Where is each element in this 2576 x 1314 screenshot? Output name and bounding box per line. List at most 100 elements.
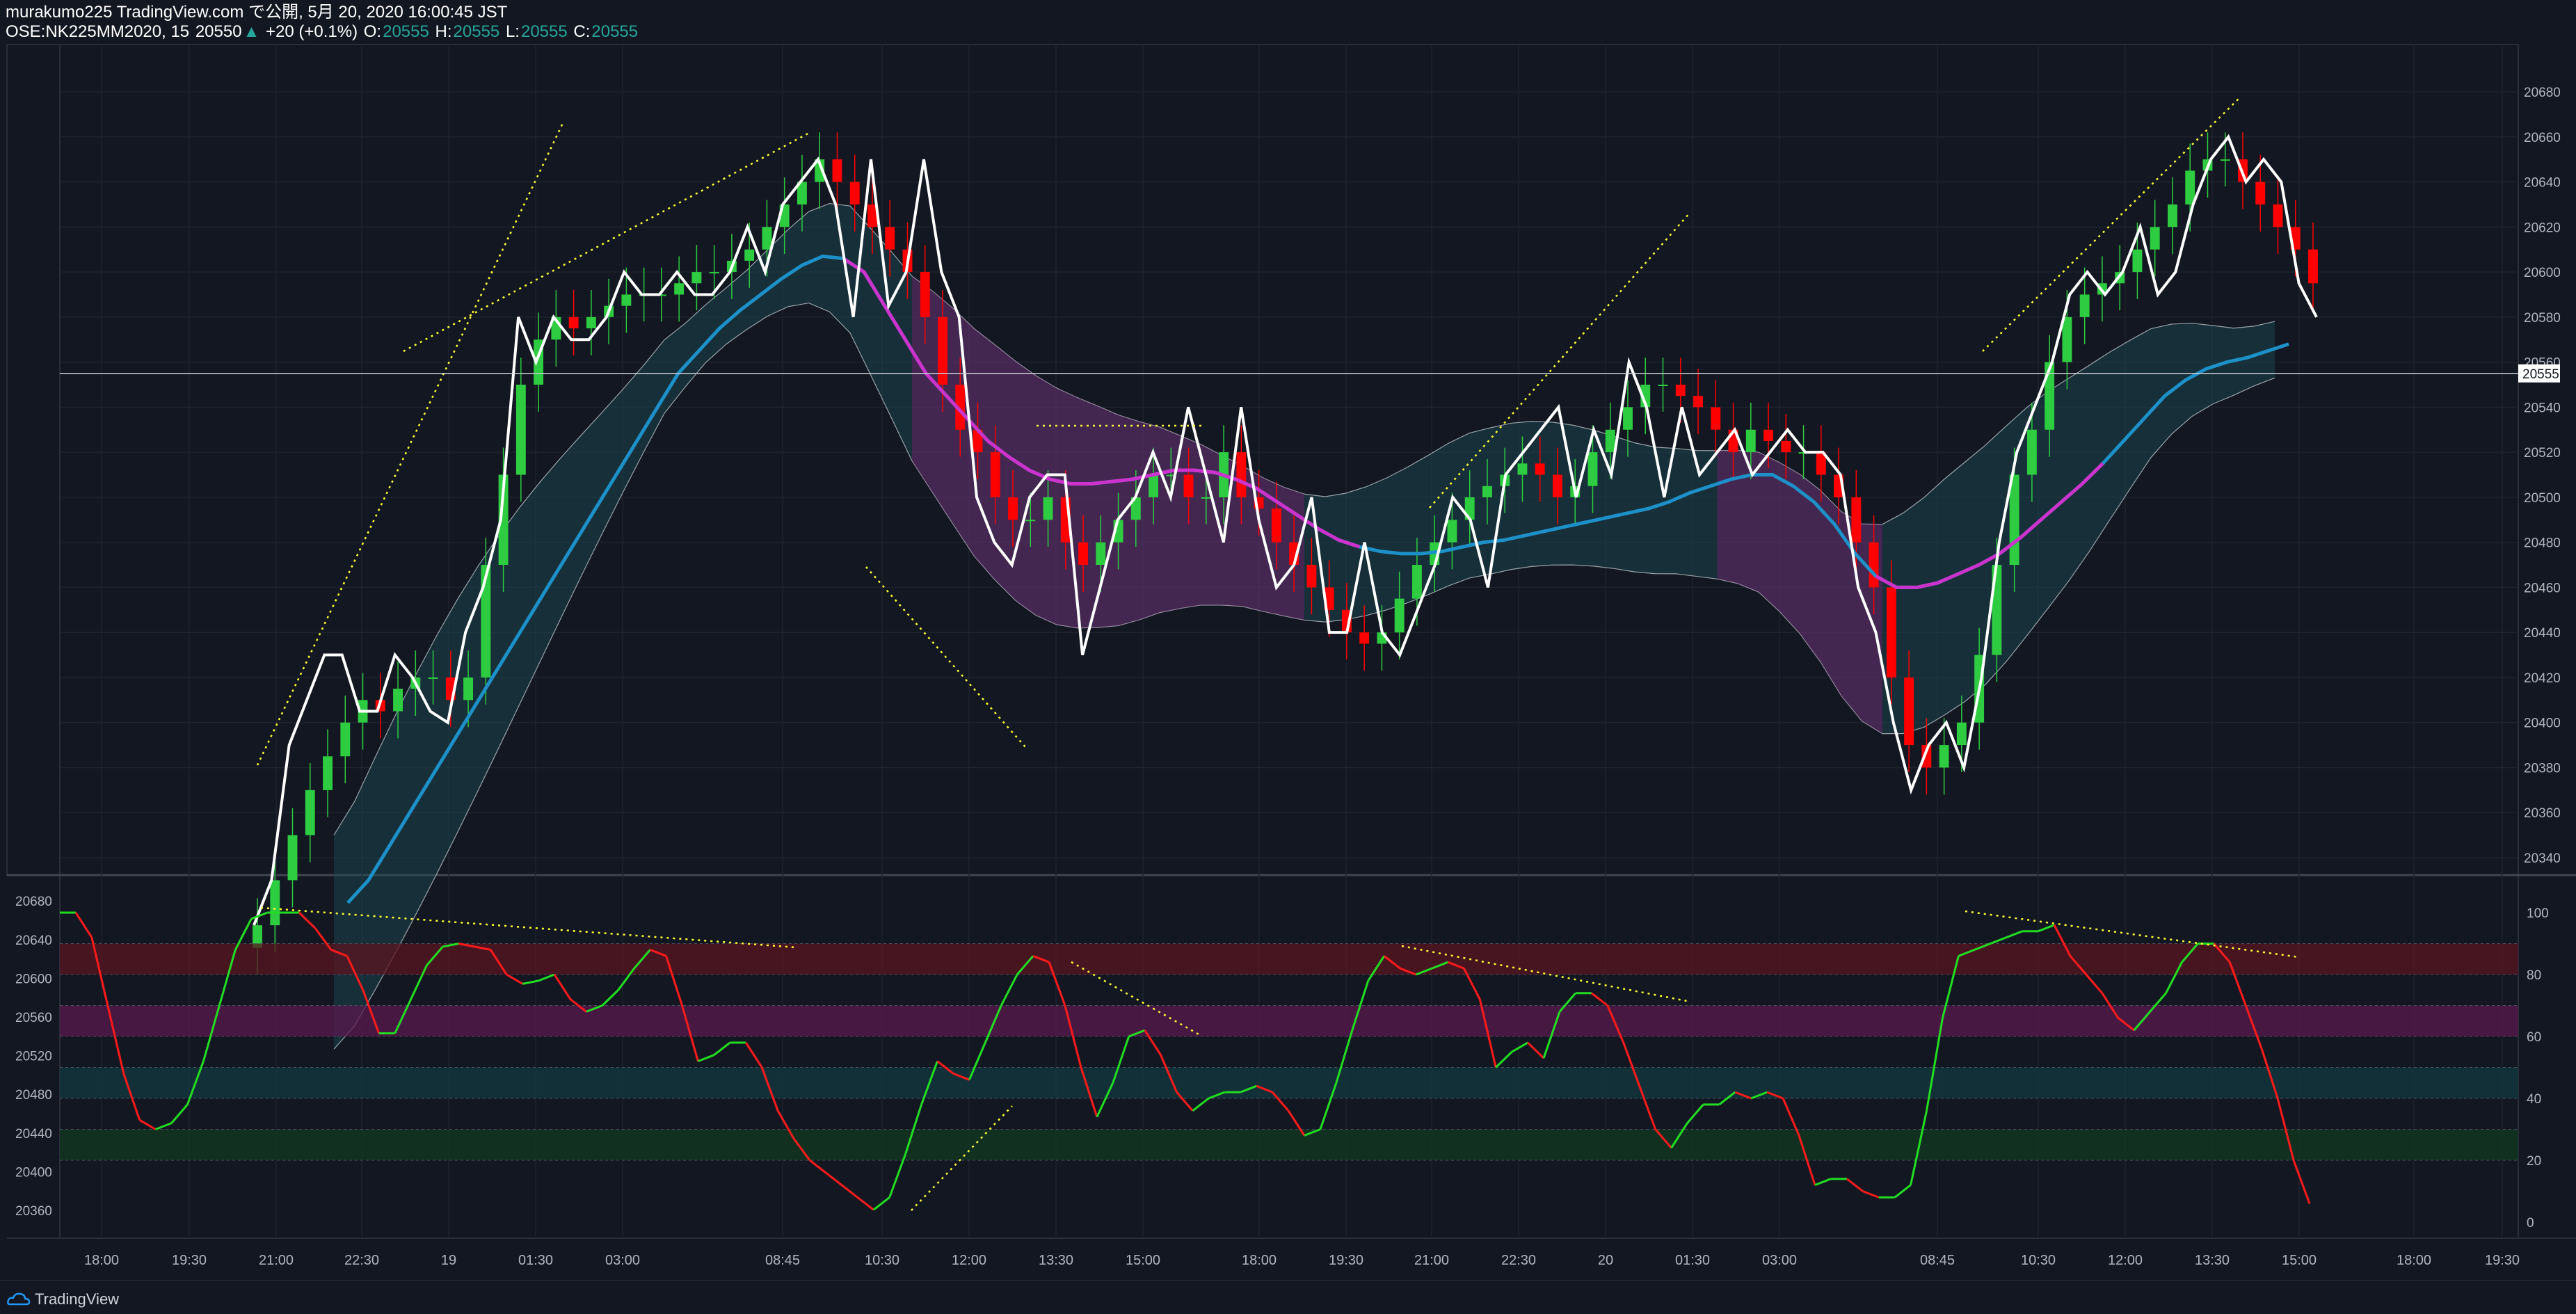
osc-zone	[60, 1067, 2518, 1098]
osc-segment	[936, 1060, 954, 1075]
osc-left-tick: 20480	[15, 1088, 52, 1103]
open-label: O:	[363, 22, 382, 41]
osc-segment	[825, 1171, 842, 1186]
osc-segment	[442, 943, 459, 948]
osc-zone	[60, 1129, 2518, 1160]
close-label: C:	[573, 22, 591, 41]
osc-segment	[394, 998, 412, 1034]
osc-segment	[1416, 967, 1433, 976]
candle-body	[1587, 452, 1598, 486]
osc-segment	[2101, 992, 2120, 1019]
white-price-line	[253, 134, 2318, 926]
candle-body	[1149, 474, 1159, 497]
candle-body	[270, 880, 280, 926]
osc-segment	[760, 1066, 779, 1112]
price-tick: 20480	[2524, 536, 2561, 551]
price-tick: 20640	[2524, 176, 2561, 191]
osc-segment	[1160, 1055, 1178, 1093]
osc-segment	[298, 911, 317, 929]
time-tick: 10:30	[2021, 1253, 2056, 1268]
publish-info: murakumo225 TradingView.com で公開, 5月 20, …	[6, 3, 508, 22]
osc-segment	[234, 918, 253, 951]
time-tick: 12:00	[2108, 1253, 2143, 1268]
chart-canvas[interactable]: 2034020360203802040020420204402046020480…	[0, 0, 2576, 1280]
osc-segment	[1272, 1091, 1290, 1112]
candle-body	[938, 317, 947, 385]
osc-segment	[681, 1005, 699, 1062]
tradingview-logo[interactable]: TradingView	[7, 1290, 119, 1308]
osc-segment	[872, 1196, 890, 1211]
time-tick: 19:30	[172, 1253, 207, 1268]
candle-body	[973, 429, 983, 453]
candle-body	[990, 452, 1000, 497]
up-arrow-icon: ▲	[243, 22, 260, 41]
osc-segment	[1910, 1110, 1928, 1185]
time-tick: 15:00	[1126, 1253, 1160, 1268]
time-tick: 08:45	[1920, 1253, 1955, 1268]
osc-segment	[1974, 943, 1991, 951]
candle-body	[1447, 520, 1457, 543]
time-tick: 03:00	[605, 1253, 640, 1268]
candle-body	[849, 182, 860, 205]
osc-segment	[2213, 943, 2231, 963]
candle-body	[323, 756, 333, 790]
osc-segment	[904, 1104, 922, 1155]
osc-segment	[2069, 955, 2088, 975]
price-tick: 20420	[2524, 671, 2561, 686]
bearish-cloud-fill	[1717, 450, 1883, 734]
price-tick: 20460	[2524, 581, 2561, 595]
osc-segment	[506, 973, 523, 985]
candle-body	[1939, 745, 1949, 768]
osc-segment	[1734, 1091, 1752, 1100]
brand-label: TradingView	[35, 1290, 120, 1308]
osc-segment	[2181, 943, 2199, 963]
osc-segment	[1256, 1084, 1273, 1093]
candle-body	[287, 835, 298, 881]
osc-segment	[250, 911, 268, 920]
time-tick: 18:00	[1242, 1253, 1277, 1268]
osc-segment	[1798, 1135, 1816, 1186]
candle-body	[498, 474, 509, 566]
price-tick: 20580	[2524, 311, 2561, 326]
osc-segment	[1718, 1091, 1736, 1106]
candle-body	[885, 227, 895, 250]
candle-body	[463, 677, 474, 700]
osc-segment	[138, 1119, 157, 1130]
candle-body	[2308, 249, 2318, 284]
osc-segment	[2133, 1011, 2151, 1032]
candle-body	[2150, 227, 2160, 250]
low-label: L:	[505, 22, 520, 41]
osc-segment	[1590, 992, 1608, 1007]
osc-segment	[1782, 1098, 1800, 1136]
osc-tick: 80	[2527, 968, 2541, 983]
osc-segment	[1638, 1085, 1657, 1130]
candle-body	[515, 384, 526, 475]
candle-body	[1183, 474, 1194, 497]
last-price-text: 20555	[2522, 367, 2559, 382]
candle-body	[1078, 542, 1088, 566]
osc-segment	[888, 1153, 907, 1198]
osc-segment	[697, 1054, 714, 1062]
high-label: H:	[435, 22, 452, 41]
osc-segment	[713, 1041, 731, 1056]
osc-segment	[1686, 1103, 1704, 1124]
osc-segment	[968, 1042, 986, 1080]
time-tick: 19:30	[1329, 1253, 1363, 1268]
time-tick: 15:00	[2282, 1253, 2317, 1268]
time-tick: 13:30	[2195, 1253, 2230, 1268]
osc-segment	[1622, 1042, 1641, 1087]
price-change: +20 (+0.1%)	[266, 22, 358, 41]
osc-segment	[490, 949, 508, 975]
candle-body	[1096, 542, 1106, 566]
price-tick: 20600	[2524, 266, 2561, 280]
oscillator-pane: 0 20 40 60 80 100 20360 20400 20440 20480 20520 205…	[15, 895, 2549, 1231]
time-tick: 10:30	[865, 1253, 899, 1268]
candle-body	[1711, 407, 1721, 430]
price-tick: 20380	[2524, 761, 2561, 776]
candle-body	[1482, 486, 1492, 497]
candle-body	[709, 272, 719, 274]
osc-segment	[792, 1137, 811, 1161]
price-tick: 20680	[2524, 86, 2561, 100]
osc-segment	[1335, 1029, 1354, 1084]
osc-segment	[1032, 954, 1050, 963]
